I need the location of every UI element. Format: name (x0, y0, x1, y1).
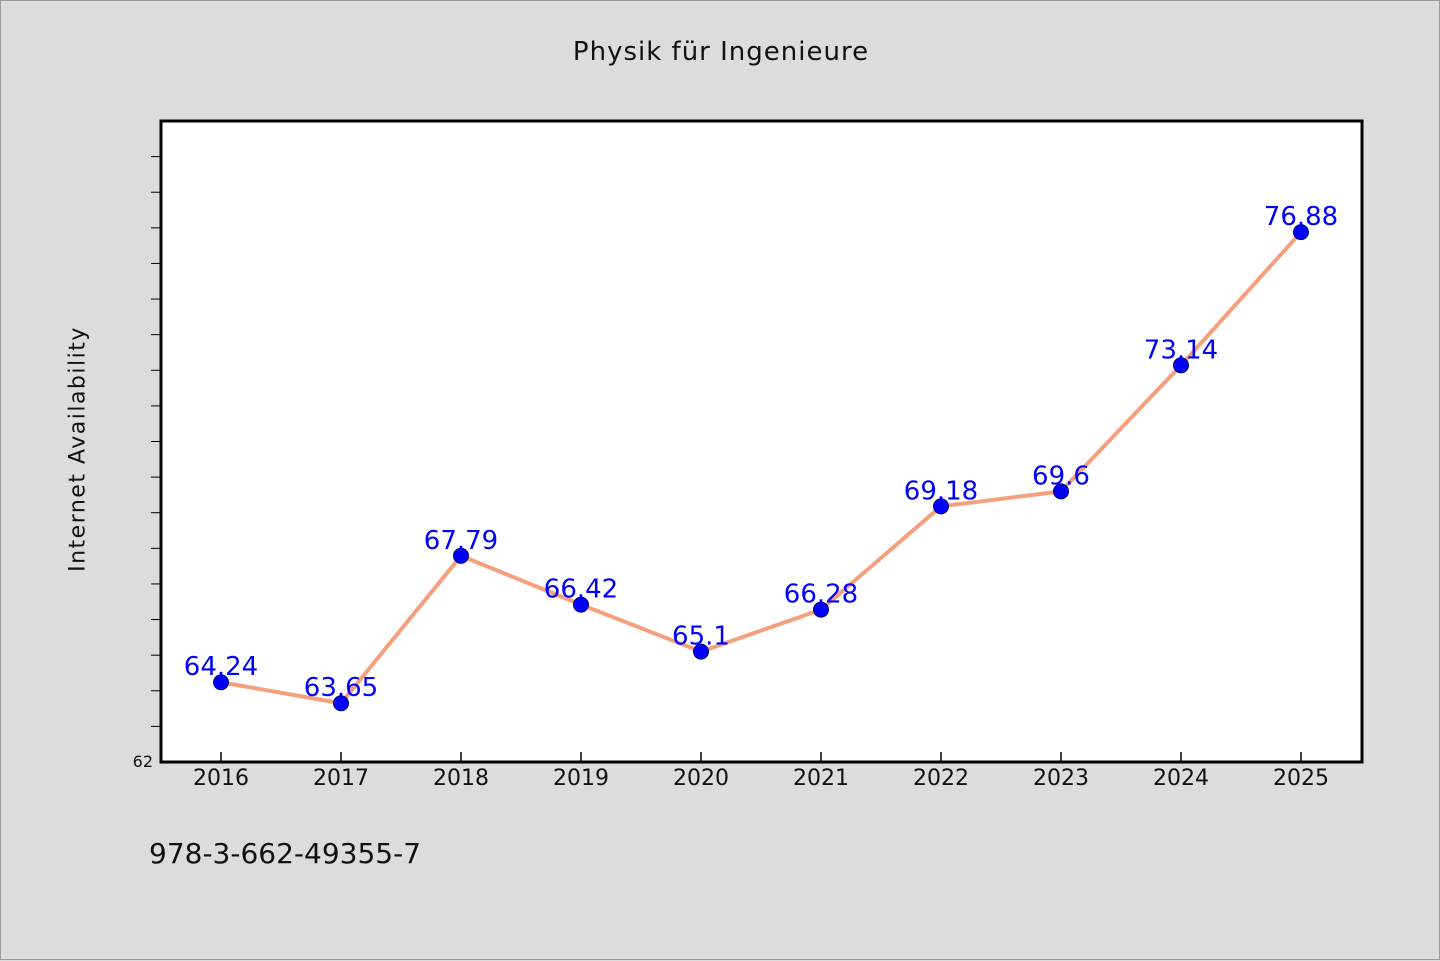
data-point (213, 674, 229, 691)
series-line (220, 230, 1303, 706)
data-point (1173, 357, 1189, 374)
data-point (693, 643, 709, 660)
plot-area (159, 119, 1364, 764)
data-point (933, 498, 949, 515)
x-tick-label: 2019 (553, 766, 609, 791)
footer-code: 978-3-662-49355-7 (149, 837, 422, 870)
data-point (813, 601, 829, 618)
x-tick-label: 2021 (793, 766, 849, 791)
data-label: 66.28 (784, 580, 858, 610)
x-tick-label: 2020 (673, 766, 729, 791)
data-label: 73.14 (1144, 335, 1218, 365)
x-tick-label: 2017 (313, 766, 369, 791)
data-label: 64.24 (184, 652, 258, 682)
x-tick-label: 2025 (1273, 766, 1329, 791)
x-axis-ticks: 2016 2017 2018 2019 2020 2021 2022 2023 2024 2025 (193, 752, 1329, 791)
data-label: 76.88 (1264, 202, 1338, 232)
data-label: 66.42 (544, 575, 618, 605)
data-point (333, 695, 349, 712)
data-point (1053, 483, 1069, 500)
x-tick-label: 2022 (913, 766, 969, 791)
x-tick-label: 2023 (1033, 766, 1089, 791)
data-point (573, 596, 589, 613)
y-tick-label: 62 (133, 752, 153, 771)
data-label: 69.6 (1032, 461, 1090, 491)
x-tick-label: 2018 (433, 766, 489, 791)
chart-title: Physik für Ingenieure (572, 37, 870, 67)
data-point (453, 547, 469, 564)
data-labels: 64.24 63.65 67.79 66.42 65.1 66.28 69.18 69.6 73… (184, 202, 1338, 703)
data-label: 65.1 (672, 622, 730, 652)
data-label: 69.18 (904, 476, 978, 506)
data-point (1293, 224, 1309, 241)
y-axis-ticks: 62 (133, 156, 161, 771)
series-line-group (220, 230, 1303, 706)
data-label: 63.65 (304, 673, 378, 703)
x-tick-label: 2016 (193, 766, 249, 791)
x-tick-label: 2024 (1153, 766, 1209, 791)
series-markers (213, 224, 1309, 712)
data-label: 67.79 (424, 526, 498, 556)
